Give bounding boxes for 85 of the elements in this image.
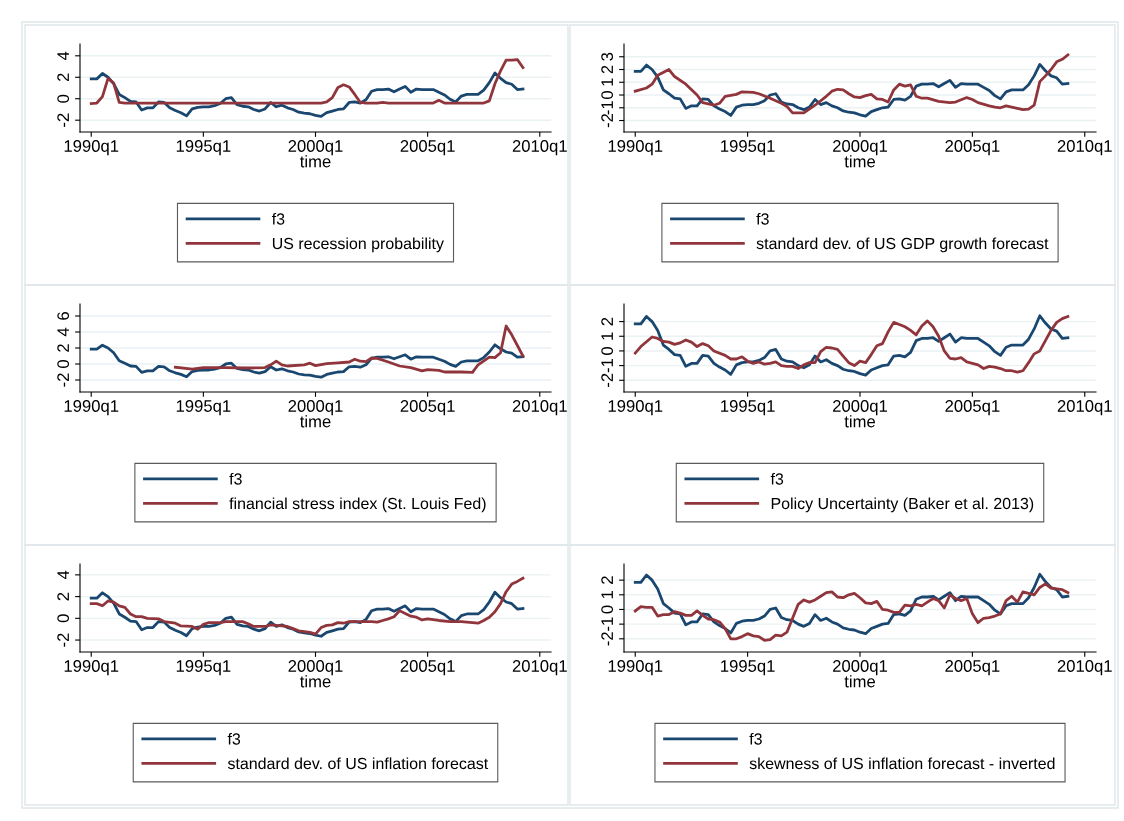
x-axis-title: time [300,675,331,688]
x-tick-label: 1990q1 [608,140,663,156]
legend-label: standard dev. of US GDP growth forecast [756,237,1049,253]
line-series [89,58,525,105]
line-series [633,63,1070,118]
y-tick-label: -1 [601,101,613,115]
x-axis-title: time [844,675,875,688]
legend-label: f3 [770,472,784,485]
y-tick-label: 4 [57,327,69,337]
x-tick-label: 1995q1 [176,660,231,676]
x-tick-label: 2000q1 [288,400,343,416]
y-tick-label: 0 [57,94,70,103]
y-tick-label: 6 [57,312,70,320]
y-tick-label: 0 [601,91,614,99]
x-axis-title: time [300,155,331,168]
y-tick-label: 2 [601,576,613,584]
legend-label: f3 [227,732,241,745]
y-tick-label: 2 [57,344,69,352]
y-tick-label: 0 [57,360,70,368]
x-tick-label: 1995q1 [176,400,231,416]
x-axis-title: time [844,155,875,168]
legend-label: Policy Uncertainty (Baker et al. 2013) [771,497,1034,513]
x-tick-label: 2000q1 [288,660,343,676]
y-tick-label: 4 [57,570,69,580]
line-series [89,343,525,379]
y-tick-label: -1 [601,617,613,631]
x-tick-label: 2005q1 [400,660,455,676]
x-tick-label: 2010q1 [512,400,567,416]
x-tick-label: 2005q1 [945,140,1000,156]
legend-label: f3 [229,472,242,485]
y-tick-label: -2 [601,373,613,387]
x-tick-label: 1995q1 [721,400,775,416]
line-series [633,53,1070,115]
legend-label: f3 [756,212,769,225]
y-tick-label: 1 [601,332,613,340]
line-series [633,582,1070,642]
y-tick-label: 2 [57,592,69,601]
x-tick-label: 2005q1 [400,140,455,156]
x-tick-label: 2000q1 [833,400,887,416]
x-tick-label: 2010q1 [1057,140,1112,156]
y-tick-label: 2 [57,73,69,82]
y-tick-label: 3 [601,52,614,61]
x-tick-label: 1995q1 [721,660,775,676]
x-tick-label: 2005q1 [945,660,1000,676]
x-tick-label: 1990q1 [608,660,663,676]
legend-label: f3 [749,732,762,745]
x-tick-label: 2010q1 [512,140,567,156]
x-tick-label: 2000q1 [833,140,887,156]
x-tick-label: 1990q1 [64,660,119,676]
x-tick-label: 2000q1 [288,140,343,156]
y-tick-label: -2 [57,113,69,127]
y-tick-label: 0 [601,346,614,355]
x-tick-label: 1990q1 [64,400,119,416]
y-tick-label: 2 [601,317,613,326]
legend-label: skewness of US inflation forecast - inverted [749,757,1055,770]
y-tick-label: 1 [601,78,613,86]
y-tick-label: -2 [601,113,613,128]
x-axis-title: time [844,415,875,428]
x-tick-label: 2000q1 [833,660,887,676]
line-series [89,576,525,636]
legend-label: financial stress index (St. Louis Fed) [229,497,486,513]
x-tick-label: 1990q1 [608,400,663,416]
legend-label: US recession probability [272,237,444,253]
x-tick-label: 1995q1 [176,140,231,156]
x-tick-label: 2010q1 [1057,660,1112,676]
x-tick-label: 1990q1 [64,140,119,156]
x-tick-label: 1995q1 [721,140,775,156]
y-tick-label: -2 [57,373,69,387]
x-axis-title: time [300,415,331,428]
x-tick-label: 2005q1 [400,400,455,416]
x-tick-label: 2010q1 [1057,400,1112,416]
y-tick-label: 0 [601,605,614,614]
legend-label: standard dev. of US inflation forecast [227,757,489,770]
legend-label: f3 [271,212,285,225]
line-series [173,324,525,374]
y-tick-label: 4 [57,51,69,61]
y-tick-label: -2 [57,633,69,647]
y-tick-label: -2 [601,632,613,646]
y-tick-label: 0 [57,614,70,623]
y-tick-label: 1 [601,590,613,599]
x-tick-label: 2005q1 [945,400,1000,416]
line-series [89,71,525,118]
y-tick-label: -1 [601,359,613,373]
y-tick-label: 2 [601,65,613,74]
x-tick-label: 2010q1 [512,660,567,676]
